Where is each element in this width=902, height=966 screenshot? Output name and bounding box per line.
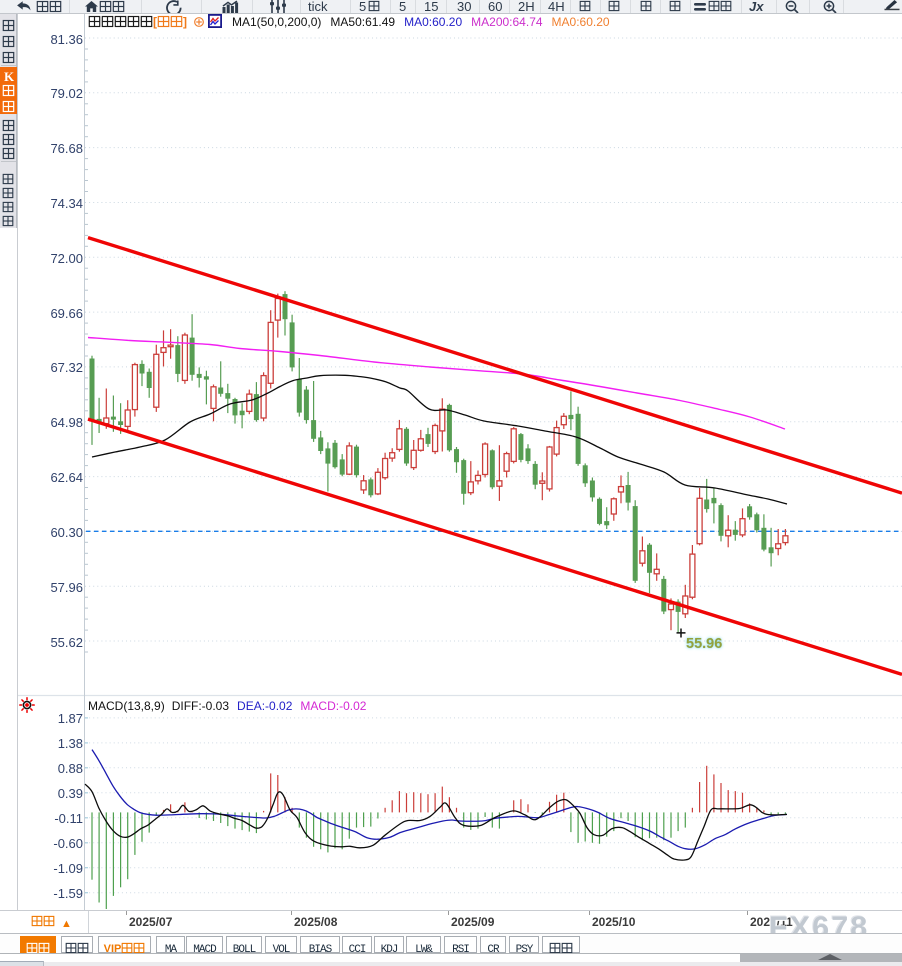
- svg-text:55.96: 55.96: [686, 636, 722, 652]
